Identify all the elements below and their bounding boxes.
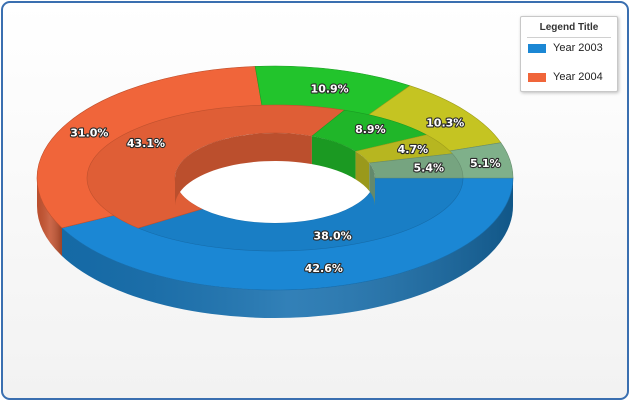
data-label: 42.6%: [305, 262, 343, 275]
data-label: 5.1%: [470, 157, 501, 170]
data-label: 10.9%: [311, 83, 349, 96]
doughnut-chart: 42.6% 31.0% 10.9% 10.3% 5.1% 38.0% 43.1% 8.9% 4.…: [36, 65, 514, 318]
hole-wall-1: [175, 132, 312, 206]
legend: Legend Title Year 2003 Year 2004: [520, 16, 618, 92]
data-label: 38.0%: [314, 230, 352, 243]
slice-outer-1-side-gloss: [37, 178, 62, 256]
data-label: 43.1%: [127, 137, 165, 150]
data-label: 10.3%: [426, 116, 464, 129]
slice-outer-0-side-gloss: [61, 178, 513, 318]
legend-swatch: [528, 73, 546, 82]
data-label: 8.9%: [355, 123, 386, 136]
data-label: 4.7%: [398, 143, 429, 156]
legend-label: Year 2004: [553, 71, 603, 83]
legend-divider: [527, 37, 611, 38]
hole-wall-2: [311, 136, 356, 180]
data-label: 5.4%: [414, 162, 445, 175]
hole-wall-3: [355, 151, 370, 192]
data-label: 31.0%: [70, 127, 108, 140]
legend-swatch: [528, 44, 546, 53]
legend-title: Legend Title: [539, 22, 599, 33]
hole-wall-4: [369, 163, 375, 206]
legend-label: Year 2003: [553, 42, 603, 54]
